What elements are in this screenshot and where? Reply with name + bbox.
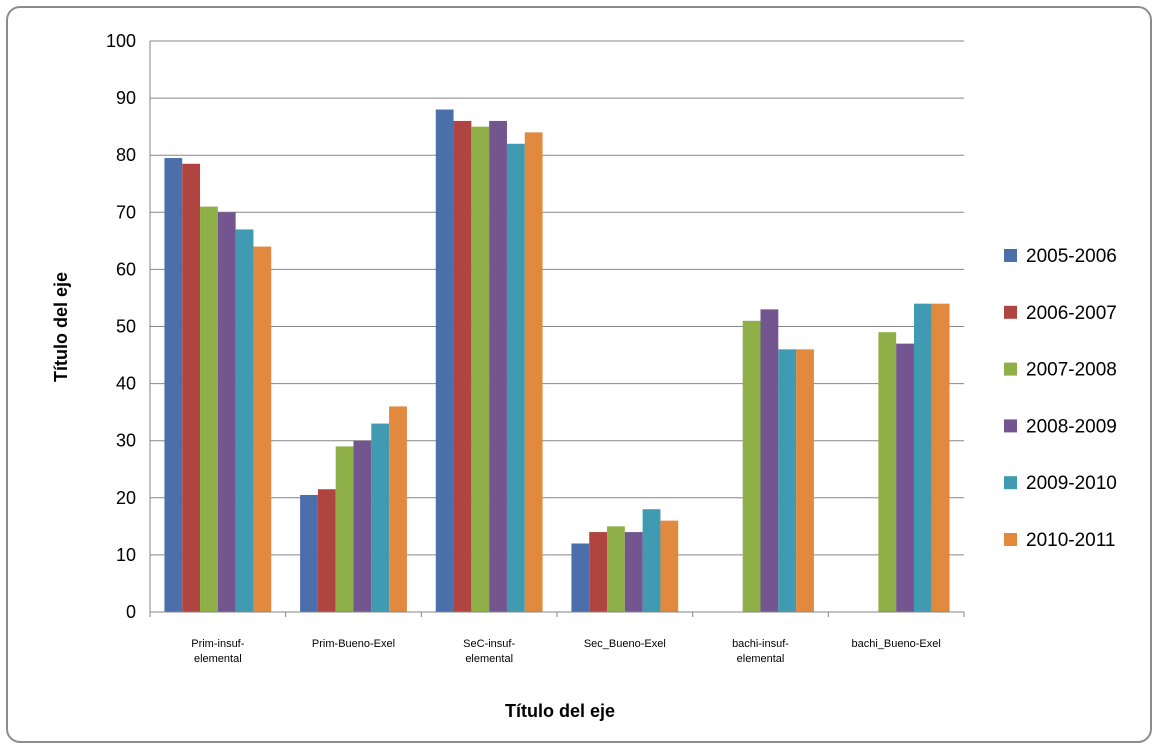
bar [335, 446, 354, 612]
bar [253, 246, 272, 612]
bar [182, 163, 201, 612]
legend-item: 2010-2011 [1004, 530, 1115, 551]
y-tick-label: 80 [116, 145, 136, 165]
bar [200, 206, 218, 612]
legend-item: 2008-2009 [1004, 416, 1117, 437]
category-label: Prim-Bueno-Exel [312, 638, 395, 650]
category-label: Prim-insuf-elemental [191, 638, 245, 665]
legend-swatch [1004, 533, 1017, 546]
bar [300, 494, 318, 612]
axes [149, 41, 965, 617]
bar [317, 489, 336, 612]
bar [471, 126, 490, 613]
category-label: bachi_Bueno-Exel [852, 638, 941, 650]
bar [878, 332, 897, 612]
legend: 2005-2006 2006-2007 2007-2008 2008-2009 2009… [1004, 246, 1117, 551]
bar [453, 120, 472, 612]
bar [589, 532, 608, 612]
bar [164, 158, 183, 612]
y-tick-label: 40 [116, 374, 136, 394]
legend-item: 2009-2010 [1004, 473, 1117, 494]
legend-swatch [1004, 249, 1017, 262]
y-tick-label: 90 [116, 88, 136, 108]
bar [913, 303, 932, 612]
legend-item: 2005-2006 [1004, 246, 1117, 267]
bar [571, 543, 590, 612]
bar [506, 143, 525, 612]
bar [389, 406, 407, 612]
bar [217, 212, 236, 613]
legend-swatch [1004, 419, 1017, 433]
legend-label: 2008-2009 [1026, 416, 1117, 437]
y-tick-label: 60 [116, 259, 136, 279]
grid-lines [150, 40, 964, 556]
y-tick-label: 50 [116, 317, 136, 337]
legend-label: 2006-2007 [1026, 303, 1117, 324]
bars [164, 109, 950, 613]
y-tick-label: 10 [116, 545, 136, 565]
bar [489, 120, 507, 612]
legend-label: 2010-2011 [1026, 530, 1115, 551]
bar [896, 343, 914, 612]
y-tick-label: 30 [116, 431, 136, 451]
bar [371, 423, 390, 612]
y-tick-label: 0 [126, 602, 136, 622]
bar [760, 309, 779, 612]
bar [742, 320, 761, 612]
y-tick-label: 20 [116, 488, 136, 508]
bar [642, 509, 661, 612]
category-label: Sec_Bueno-Exel [584, 638, 666, 650]
category-label: bachi-insuf-elemental [732, 638, 789, 665]
category-labels: Prim-insuf-elemental Prim-Bueno-Exel SeC-i… [191, 638, 941, 665]
legend-item: 2007-2008 [1004, 360, 1117, 381]
legend-swatch [1004, 476, 1017, 490]
bar [660, 520, 679, 612]
y-axis-title: Título del eje [51, 272, 71, 382]
bar [607, 526, 625, 612]
legend-swatch [1004, 305, 1017, 319]
bar [353, 440, 372, 612]
y-tick-label: 100 [106, 31, 136, 51]
legend-swatch [1004, 362, 1017, 376]
bar [624, 532, 643, 612]
legend-item: 2006-2007 [1004, 303, 1117, 324]
legend-label: 2009-2010 [1026, 473, 1117, 494]
y-tick-labels: 0 10 20 30 40 50 60 70 80 90 100 [106, 31, 136, 622]
bar [235, 229, 254, 612]
bar [778, 349, 797, 612]
bar [796, 349, 814, 612]
bar [524, 132, 543, 613]
legend-label: 2007-2008 [1026, 360, 1117, 381]
y-tick-label: 70 [116, 202, 136, 222]
bar [435, 109, 454, 613]
bar [931, 303, 950, 612]
x-axis-title: Título del eje [505, 701, 615, 721]
legend-label: 2005-2006 [1026, 246, 1117, 267]
category-label: SeC-insuf-elemental [463, 638, 515, 665]
